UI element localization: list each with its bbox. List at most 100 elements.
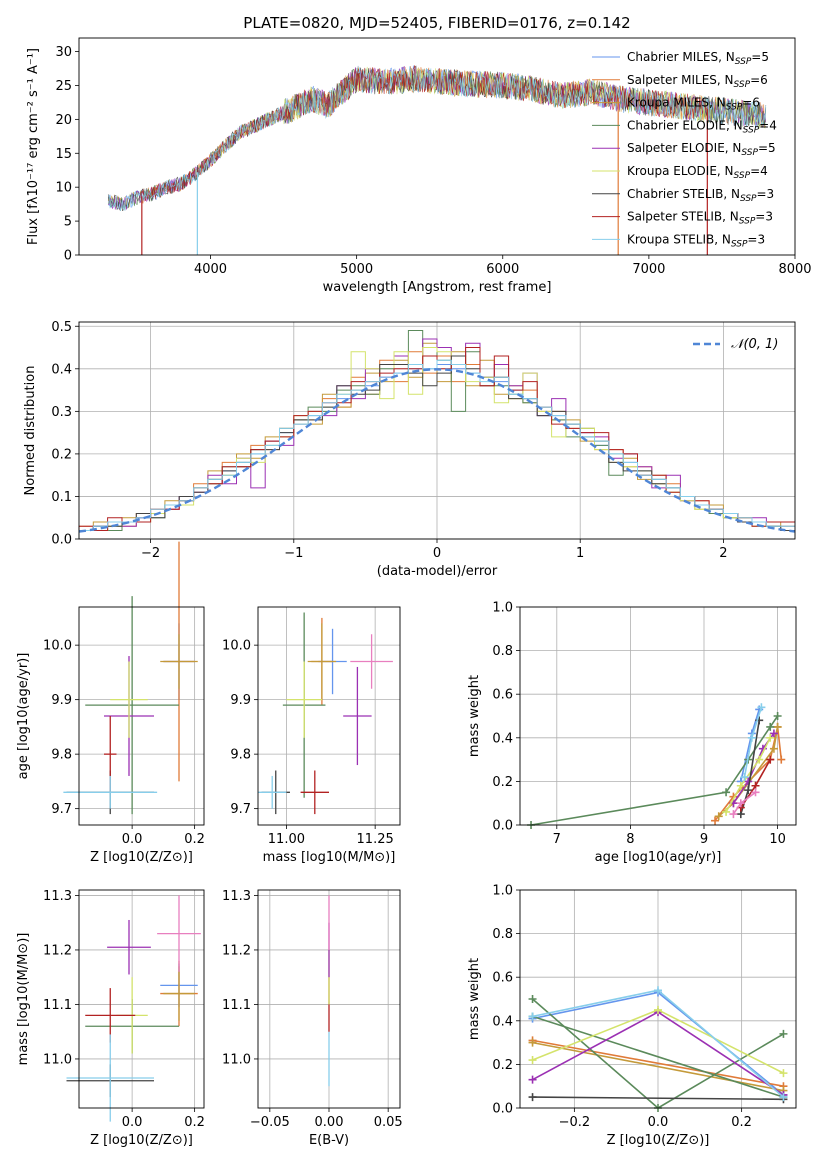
- y-tick-label: 0.6: [492, 688, 513, 703]
- weight-marker: [528, 1012, 537, 1021]
- weight-line: [725, 737, 771, 813]
- weight-marker: [528, 995, 537, 1003]
- y-tick-label: 11.0: [222, 1052, 251, 1067]
- axes-frame: [519, 889, 797, 1109]
- weight-marker: [744, 786, 753, 795]
- weight-line: [532, 1015, 784, 1098]
- weight-marker: [779, 1093, 788, 1102]
- x-tick-label: 0.2: [731, 1115, 752, 1130]
- mass-vs-metallicity-panel: 0.0 0.2 11.0 11.1 11.2 11.3 Z [log10(Z/Z⊙)] mas…: [16, 889, 205, 1148]
- age-vs-mass-panel: 11.00 11.25 9.7 9.8 9.9 10.0 mass [log10(M/M⊙)…: [222, 606, 401, 865]
- y-tick-label: 9.7: [51, 802, 72, 817]
- x-tick-label: 11.00: [268, 832, 305, 847]
- weight-marker: [528, 1038, 537, 1047]
- mass-vs-ebv-panel: −0.05 0.00 0.05 11.0 11.1 11.2 11.3 E(B-V): [222, 889, 403, 1148]
- y-axis-label: mass weight: [467, 675, 482, 757]
- x-axis-label: E(B-V): [309, 1133, 349, 1148]
- x-tick-label: 0.0: [648, 1115, 669, 1130]
- y-tick-label: 0: [64, 249, 72, 264]
- weight-line: [532, 1041, 784, 1092]
- y-tick-label: 11.1: [43, 998, 72, 1013]
- y-tick-label: 11.2: [43, 943, 72, 958]
- residuals-panel: −2 −1 0 1 2 0.0 0.1 0.2 0.3 0.4 0.5 (data-model)/er…: [23, 320, 796, 579]
- y-tick-label: 11.3: [222, 889, 251, 904]
- x-tick-label: 0.05: [374, 1115, 403, 1130]
- y-tick-label: 0.3: [51, 405, 72, 420]
- weight-marker: [654, 986, 662, 995]
- weight-marker: [766, 755, 775, 764]
- y-tick-label: 11.2: [222, 943, 251, 958]
- y-tick-label: 0.6: [492, 971, 513, 986]
- weight-line: [743, 707, 763, 778]
- x-tick-label: 0.0: [122, 1115, 143, 1130]
- y-tick-label: 0.0: [51, 533, 72, 548]
- weight-marker: [779, 1069, 788, 1078]
- y-tick-label: 0.2: [51, 447, 72, 462]
- x-tick-label: 11.25: [357, 832, 394, 847]
- weight-marker: [755, 755, 764, 764]
- mass-weight-vs-metallicity-panel: −0.2 0.0 0.2 0.0 0.2 0.4 0.6 0.8 1.0 Z [log10(Z/Z…: [467, 884, 797, 1148]
- legend-label: Chabrier ELODIE, NSSP=4: [627, 118, 777, 135]
- y-tick-label: 0.8: [492, 644, 513, 659]
- y-axis-label: mass [log10(M/M⊙)]: [16, 933, 31, 1066]
- y-tick-label: 30: [55, 45, 72, 60]
- x-tick-label: 6000: [486, 262, 519, 277]
- spectrum-legend: Chabrier MILES, NSSP=5 Salpeter MILES, NS…: [592, 50, 777, 249]
- x-tick-label: −2: [141, 546, 160, 561]
- x-axis-label: Z [log10(Z/Z⊙)]: [90, 850, 193, 865]
- y-tick-label: 0.4: [492, 731, 513, 746]
- age-vs-metallicity-panel: 0.0 0.2 9.7 9.8 9.9 10.0 Z [log10(Z/Z⊙)] age [l…: [16, 541, 205, 865]
- x-tick-label: 8000: [778, 262, 811, 277]
- y-tick-label: 11.3: [43, 889, 72, 904]
- weight-marker: [711, 816, 720, 825]
- x-tick-label: 2: [719, 546, 727, 561]
- x-tick-label: 0.2: [184, 1115, 205, 1130]
- x-tick-label: 0.2: [184, 832, 205, 847]
- weight-marker: [654, 1005, 662, 1014]
- legend-label: Salpeter STELIB, NSSP=3: [627, 210, 773, 227]
- weight-marker: [747, 733, 756, 742]
- spectrum-line-9: [108, 66, 767, 212]
- weight-marker: [729, 810, 738, 819]
- weight-marker: [528, 1075, 537, 1084]
- axes-frame: [78, 606, 205, 826]
- legend-label: Chabrier MILES, NSSP=5: [627, 50, 769, 67]
- y-tick-label: 9.9: [230, 693, 251, 708]
- x-axis-label: Z [log10(Z/Z⊙)]: [90, 1133, 193, 1148]
- y-tick-label: 0.0: [492, 1102, 513, 1117]
- y-axis-label: Normed distribution: [23, 366, 38, 496]
- y-tick-label: 20: [55, 113, 72, 128]
- axes-frame: [78, 321, 796, 540]
- axes-frame: [257, 606, 401, 826]
- y-axis-label: Flux [fλ10⁻¹⁷ erg cm⁻² s⁻¹ A⁻¹]: [26, 48, 41, 245]
- legend-label: Salpeter ELODIE, NSSP=5: [627, 141, 776, 158]
- x-tick-label: 8: [626, 832, 634, 847]
- axes-frame: [78, 889, 205, 1109]
- x-tick-label: 0.00: [315, 1115, 344, 1130]
- x-tick-label: 10: [769, 832, 786, 847]
- weight-marker: [779, 1029, 788, 1038]
- x-axis-label: age [log10(age/yr)]: [595, 850, 722, 865]
- y-tick-label: 9.7: [230, 802, 251, 817]
- x-tick-label: 1: [576, 546, 584, 561]
- y-tick-label: 0.0: [492, 819, 513, 834]
- y-tick-label: 10.0: [43, 639, 72, 654]
- y-tick-label: 5: [64, 215, 72, 230]
- x-tick-label: −1: [284, 546, 303, 561]
- legend-label: 𝒩(0, 1): [731, 337, 778, 352]
- legend-label: Salpeter MILES, NSSP=6: [627, 73, 768, 90]
- axes-frame: [519, 606, 797, 826]
- weight-line: [532, 1039, 784, 1087]
- axes-frame: [257, 889, 401, 1109]
- figure-title: PLATE=0820, MJD=52405, FIBERID=0176, z=0…: [243, 14, 630, 32]
- y-tick-label: 1.0: [492, 884, 513, 899]
- y-tick-label: 15: [55, 147, 72, 162]
- y-tick-label: 10.0: [222, 639, 251, 654]
- y-tick-label: 0.1: [51, 490, 72, 505]
- y-tick-label: 0.4: [51, 362, 72, 377]
- x-tick-label: −0.2: [559, 1115, 591, 1130]
- x-axis-label: (data-model)/error: [377, 564, 498, 579]
- y-tick-label: 0.2: [492, 775, 513, 790]
- mass-weight-vs-age-panel: 7 8 9 10 0.0 0.2 0.4 0.6 0.8 1.0 age [log10(age/yr…: [467, 601, 797, 865]
- y-tick-label: 9.9: [51, 693, 72, 708]
